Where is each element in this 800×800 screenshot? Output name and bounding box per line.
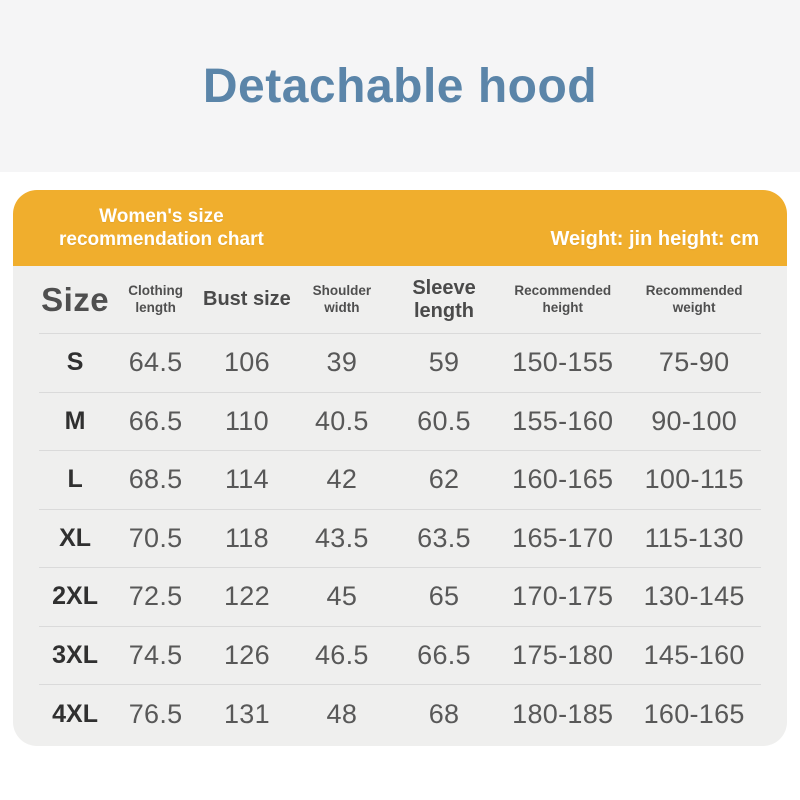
recommended-weight-cell: 145-160 [643,639,745,670]
clothing-length-cell: 74.5 [128,639,183,670]
shoulder-width-cell: 43.5 [314,522,369,553]
size-cell: 2XL [52,582,99,611]
top-banner: Detachable hood [0,0,800,172]
table-row-3xl: 3XL 74.5 126 46.5 66.5 175-180 145-160 [39,627,761,685]
size-chart-title-line1: Women's size [99,205,224,227]
sleeve-length-cell: 59 [428,347,460,378]
shoulder-width-cell: 48 [326,698,358,729]
size-cell: 3XL [52,640,99,669]
size-chart-header-band: Women's size recommendation chart Weight… [13,190,787,266]
bust-size-cell: 118 [224,522,269,553]
size-chart-title: Women's size recommendation chart [59,205,264,251]
recommended-height-cell: 170-175 [512,581,614,612]
column-header-recommended-weight: Recommended weight [645,283,743,315]
size-cell: 4XL [52,699,99,728]
sleeve-length-cell: 60.5 [417,405,471,436]
shoulder-width-cell: 40.5 [314,405,369,436]
size-chart-title-line2: recommendation chart [59,229,264,250]
size-cell: S [66,348,84,377]
column-header-bust-size: Bust size [203,288,291,310]
bust-size-cell: 126 [223,639,270,670]
table-row-2xl: 2XL 72.5 122 45 65 170-175 130-145 [39,568,761,627]
clothing-length-cell: 64.5 [128,347,183,378]
shoulder-width-cell: 42 [326,464,358,495]
recommended-height-cell: 165-170 [512,522,614,553]
clothing-length-cell: 68.5 [128,464,183,495]
sleeve-length-cell: 66.5 [417,639,471,670]
recommended-weight-cell: 90-100 [651,405,738,436]
bust-size-cell: 106 [223,347,270,378]
size-chart-section: Women's size recommendation chart Weight… [13,190,787,746]
table-row-m: M 66.5 110 40.5 60.5 155-160 90-100 [39,393,761,451]
clothing-length-cell: 72.5 [128,581,183,612]
recommended-weight-cell: 75-90 [658,347,730,378]
table-row-s: S 64.5 106 39 59 150-155 75-90 [39,334,761,393]
shoulder-width-cell: 45 [326,581,358,612]
column-header-recommended-height: Recommended height [514,283,612,315]
table-header-row: Size Clothing length Bust size Shoulder … [39,266,761,334]
sleeve-length-cell: 68 [428,698,460,729]
clothing-length-cell: 66.5 [128,405,183,436]
shoulder-width-cell: 39 [326,347,358,378]
units-note: Weight: jin height: cm [550,227,759,250]
size-cell: XL [59,523,92,552]
size-cell: M [64,406,86,435]
recommended-weight-cell: 130-145 [643,581,745,612]
recommended-weight-cell: 160-165 [643,698,745,729]
recommended-weight-cell: 100-115 [644,464,744,495]
bust-size-cell: 110 [224,405,269,436]
recommended-weight-cell: 115-130 [644,522,744,553]
recommended-height-cell: 160-165 [512,464,614,495]
shoulder-width-cell: 46.5 [314,639,369,670]
recommended-height-cell: 175-180 [512,639,614,670]
recommended-height-cell: 150-155 [512,347,614,378]
bust-size-cell: 114 [224,464,269,495]
bust-size-cell: 131 [223,698,270,729]
sleeve-length-cell: 63.5 [417,522,471,553]
column-header-shoulder-width: Shoulder width [312,283,372,315]
sleeve-length-cell: 65 [428,581,460,612]
bust-size-cell: 122 [223,581,270,612]
clothing-length-cell: 70.5 [128,522,183,553]
column-header-clothing-length: Clothing length [128,283,183,315]
sleeve-length-cell: 62 [428,464,460,495]
clothing-length-cell: 76.5 [128,698,183,729]
size-table-card: Size Clothing length Bust size Shoulder … [13,266,787,746]
product-feature-title: Detachable hood [202,59,598,113]
recommended-height-cell: 155-160 [512,405,614,436]
column-header-sleeve-length: Sleeve length [412,276,476,322]
recommended-height-cell: 180-185 [512,698,614,729]
column-header-size: Size [41,280,110,318]
table-row-xl: XL 70.5 118 43.5 63.5 165-170 115-130 [39,510,761,568]
table-row-l: L 68.5 114 42 62 160-165 100-115 [39,451,761,510]
table-row-4xl: 4XL 76.5 131 48 68 180-185 160-165 [39,685,761,744]
size-cell: L [67,465,83,494]
